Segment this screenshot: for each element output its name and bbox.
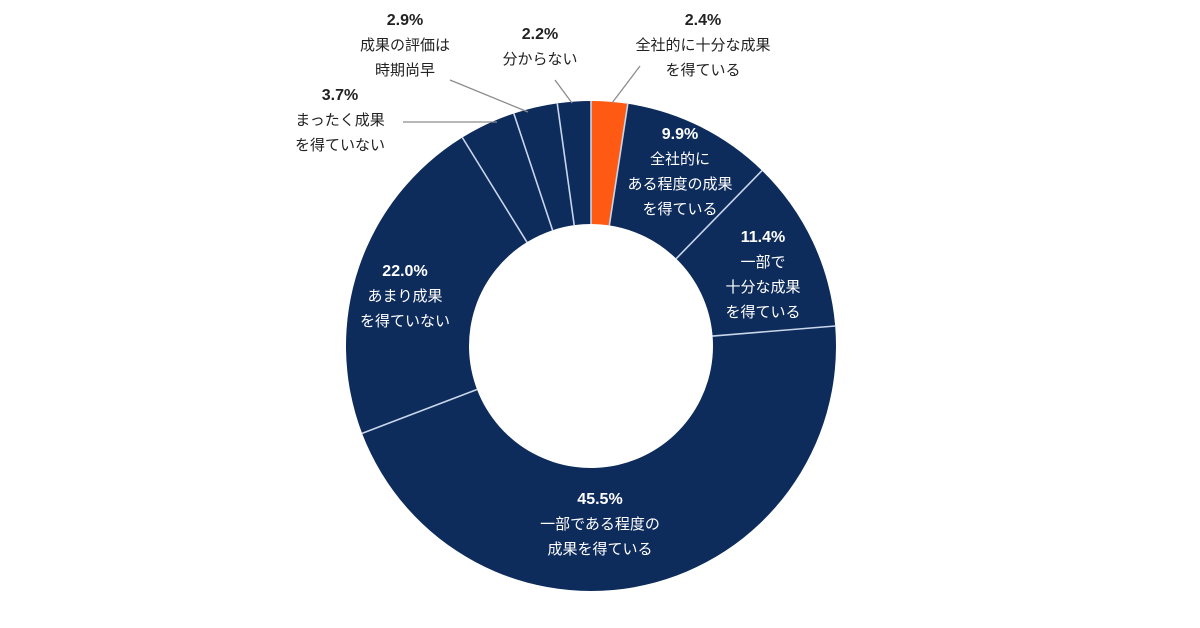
segment-separator — [556, 103, 575, 226]
segment-category-text: を得ている — [642, 200, 718, 218]
leader-line — [554, 79, 573, 104]
leader-lines — [403, 65, 641, 123]
segment-separator — [675, 170, 763, 260]
donut-segment-1 — [609, 103, 763, 259]
segment-category-text: を得ていない — [294, 136, 386, 154]
segment-category-text: 全社的に — [649, 150, 711, 168]
segment-percent: 9.9% — [661, 126, 699, 143]
leader-line — [611, 65, 641, 104]
segment-label: 22.0% あまり成果を得ていない — [360, 259, 450, 334]
segment-percent: 3.7% — [321, 87, 359, 104]
donut-segment-3 — [362, 326, 836, 591]
donut-segment-7 — [557, 101, 591, 226]
segment-label: 2.9% 成果の評価は 時期尚早 — [360, 8, 450, 83]
segment-separator — [513, 113, 554, 231]
segment-category-text: 一部で — [740, 253, 786, 271]
segment-separators — [361, 101, 836, 435]
segment-category-text: あまり成果 — [367, 287, 443, 305]
segment-separator — [712, 325, 836, 337]
segment-percent: 11.4% — [740, 229, 786, 246]
segment-category-text: まったく成果 — [295, 111, 385, 129]
segment-category-text: 成果を得ている — [547, 540, 653, 558]
segment-separator — [608, 103, 629, 226]
segment-separator — [361, 388, 478, 435]
donut-segment-0 — [591, 101, 628, 226]
segment-label: 45.5% 一部である程度の 成果を得ている — [540, 487, 660, 562]
donut-segments — [346, 101, 836, 591]
segment-percent: 45.5% — [577, 491, 623, 508]
segment-percent: 2.9% — [386, 12, 424, 29]
segment-label: 3.7% まったく成果 を得ていない — [295, 83, 385, 158]
segment-category-text: 成果の評価は — [359, 36, 451, 54]
segment-percent: 2.2% — [521, 26, 559, 43]
segment-percent: 22.0% — [382, 263, 428, 280]
segment-category-text: を得ていない — [359, 312, 451, 330]
donut-segment-4 — [346, 137, 527, 434]
segment-category-text: 分からない — [502, 50, 578, 68]
segment-category-text: 全社的に十分な成果 — [635, 36, 771, 54]
segment-label: 11.4% 一部で十分な成果を得ている — [725, 225, 800, 325]
leader-line — [449, 79, 529, 113]
segment-percent: 2.4% — [684, 12, 722, 29]
segment-label: 2.2% 分からない — [502, 22, 577, 72]
segment-label: 9.9% 全社的にある程度の成果 を得ている — [627, 122, 732, 222]
segment-category-text: 一部である程度の — [540, 515, 660, 533]
segment-category-text: 十分な成果 — [725, 278, 801, 296]
donut-segment-2 — [676, 170, 836, 337]
donut-segment-5 — [462, 113, 553, 243]
segment-category-text: を得ている — [665, 61, 741, 79]
segment-label: 2.4% 全社的に十分な成果 を得ている — [635, 8, 770, 83]
segment-category-text: ある程度の成果 — [627, 175, 733, 193]
donut-segment-6 — [513, 103, 575, 231]
segment-separator — [461, 137, 528, 243]
segment-category-text: を得ている — [725, 303, 801, 321]
segment-category-text: 時期尚早 — [374, 61, 436, 79]
